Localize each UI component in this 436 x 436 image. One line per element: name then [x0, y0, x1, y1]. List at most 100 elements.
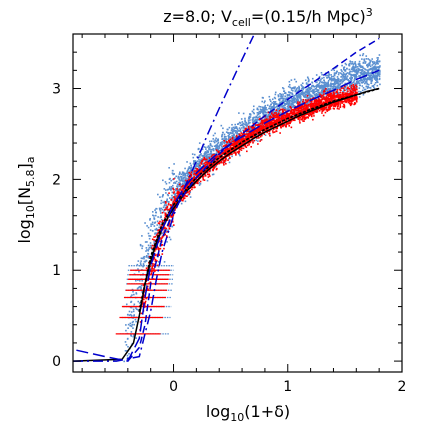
scatter-point — [139, 262, 142, 264]
scatter-point — [127, 345, 129, 348]
scatter-point — [352, 74, 355, 77]
scatter-point — [144, 304, 146, 306]
scatter-point — [272, 107, 275, 109]
scatter-point — [274, 110, 277, 113]
scatter-point — [230, 139, 233, 142]
scatter-point — [302, 100, 304, 103]
scatter-point — [186, 161, 188, 163]
scatter-point — [375, 66, 378, 68]
scatter-point — [328, 108, 331, 111]
scatter-point — [212, 166, 215, 169]
scatter-point — [159, 210, 162, 212]
scatter-point — [318, 79, 320, 82]
scatter-point — [337, 97, 340, 99]
scatter-point — [147, 232, 150, 235]
scatter-point — [369, 67, 372, 70]
scatter-point — [308, 89, 310, 92]
scatter-point — [257, 113, 260, 116]
scatter-point — [355, 75, 358, 77]
scatter-point — [171, 191, 174, 194]
scatter-point — [225, 138, 227, 141]
scatter-point — [183, 181, 186, 183]
scatter-point — [256, 107, 259, 110]
scatter-point — [236, 130, 238, 133]
scatter-point — [244, 117, 246, 120]
scatter-point — [286, 106, 289, 108]
scatter-point — [344, 70, 347, 72]
scatter-point — [361, 89, 364, 92]
scatter-point — [227, 141, 230, 144]
scatter-point — [257, 116, 260, 119]
scatter-point — [146, 287, 149, 290]
scatter-point — [194, 186, 196, 189]
scatter-point — [192, 160, 195, 162]
scatter-point — [180, 178, 183, 180]
scatter-point — [309, 105, 312, 108]
scatter-point — [205, 154, 208, 157]
scatter-point — [336, 102, 338, 104]
scatter-point — [250, 132, 253, 135]
scatter-point — [350, 102, 353, 105]
scatter-point — [350, 84, 353, 87]
scatter-point — [208, 140, 211, 143]
scatter-point — [326, 96, 328, 99]
scatter-point — [332, 91, 335, 94]
scatter-point — [174, 182, 177, 184]
scatter-point — [277, 94, 280, 96]
scatter-point — [320, 91, 323, 93]
scatter-point — [238, 145, 241, 147]
scatter-point — [217, 141, 220, 144]
scatter-point — [371, 75, 374, 78]
scatter-point — [366, 77, 369, 79]
scatter-point — [215, 149, 218, 151]
scatter-point — [207, 146, 209, 148]
scatter-point — [344, 69, 347, 71]
scatter-point — [328, 97, 330, 100]
scatter-point — [249, 119, 251, 121]
scatter-point — [252, 126, 255, 129]
scatter-point — [149, 217, 151, 220]
scatter-point — [214, 156, 217, 158]
scatter-point — [375, 75, 378, 78]
scatter-point — [288, 99, 291, 102]
scatter-point — [282, 100, 284, 102]
scatter-point — [284, 107, 287, 110]
scatter-point — [174, 181, 176, 184]
scatter-point — [133, 323, 135, 326]
scatter-point — [322, 114, 325, 117]
scatter-point — [206, 151, 209, 153]
scatter-point — [299, 94, 302, 97]
scatter-point — [334, 79, 337, 82]
scatter-point — [301, 85, 303, 87]
scatter-point — [229, 139, 232, 141]
scatter-point — [271, 102, 273, 104]
scatter-point — [248, 115, 251, 118]
scatter-point — [370, 68, 373, 70]
scatter-point — [331, 98, 334, 100]
scatter-point — [320, 84, 323, 87]
scatter-point — [237, 130, 240, 132]
scatter-point — [257, 127, 259, 130]
scatter-point — [281, 87, 284, 89]
scatter-point — [327, 81, 330, 84]
scatter-point — [326, 77, 329, 79]
scatter-point — [357, 63, 360, 66]
scatter-point — [321, 112, 323, 114]
scatter-point — [286, 109, 289, 112]
scatter-point — [158, 226, 160, 229]
scatter-point — [311, 95, 314, 98]
scatter-point — [340, 79, 343, 82]
scatter-point — [354, 61, 357, 63]
scatter-point — [320, 78, 322, 81]
scatter-point — [184, 175, 187, 177]
scatter-point — [360, 65, 362, 67]
scatter-point — [127, 337, 129, 340]
scatter-point — [196, 165, 199, 168]
scatter-point — [318, 86, 321, 89]
scatter-point — [153, 217, 155, 219]
scatter-point — [151, 244, 154, 247]
scatter-point — [205, 148, 207, 150]
scatter-point — [184, 200, 187, 203]
scatter-point — [352, 93, 354, 96]
scatter-point — [223, 151, 226, 154]
